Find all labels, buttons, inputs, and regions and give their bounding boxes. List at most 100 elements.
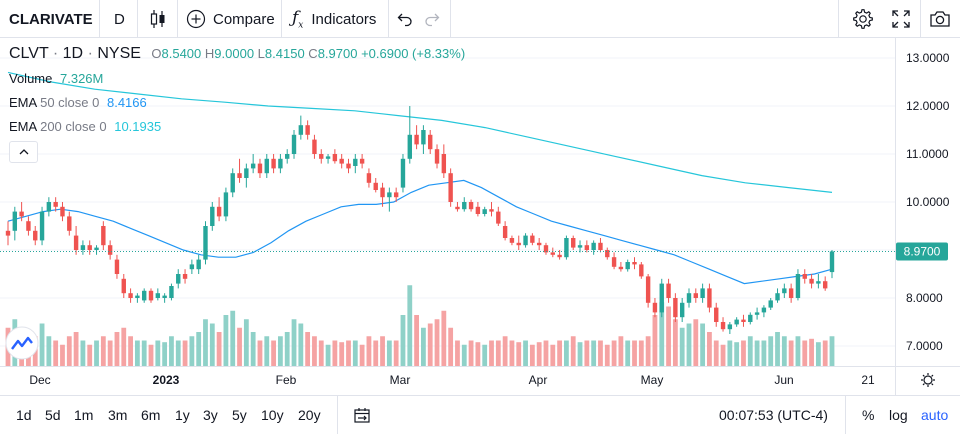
time-axis-settings-button[interactable]: [921, 373, 935, 387]
candle: [380, 182, 385, 207]
range-button-5d[interactable]: 5d: [45, 407, 61, 423]
candle: [298, 115, 304, 140]
candle: [53, 197, 58, 212]
candle: [441, 144, 447, 178]
candle-body: [625, 262, 630, 270]
legend-dot: ·: [87, 45, 93, 62]
candle-body: [250, 163, 256, 169]
range-button-20y[interactable]: 20y: [298, 407, 321, 423]
volume-bar: [114, 332, 120, 366]
chart-style-button[interactable]: [148, 0, 168, 38]
volume-bar: [482, 344, 488, 366]
calendar-range-icon: [354, 408, 370, 423]
volume-bar: [632, 340, 637, 366]
candle-body: [468, 202, 474, 210]
range-button-10y[interactable]: 10y: [261, 407, 284, 423]
candle: [700, 283, 705, 303]
auto-scale-button[interactable]: auto: [921, 396, 948, 434]
candle-body: [169, 286, 174, 298]
price-chart[interactable]: 13.0000 12.0000 11.0000 10.0000 9.0000 8.0000…: [0, 38, 960, 395]
candle-body: [353, 158, 358, 166]
collapse-legend-button[interactable]: [9, 141, 38, 163]
ema200-legend[interactable]: EMA 200 close 0 10.1935: [9, 119, 161, 134]
tradingview-logo-button[interactable]: [5, 326, 39, 360]
volume-bar: [570, 336, 576, 366]
candle: [176, 269, 181, 289]
go-to-date-button[interactable]: [353, 396, 371, 434]
candle-body: [639, 264, 644, 277]
compare-button[interactable]: Compare: [186, 0, 275, 38]
log-scale-button[interactable]: log: [889, 396, 908, 434]
range-button-3m[interactable]: 3m: [108, 407, 128, 423]
volume-bar: [39, 323, 45, 366]
candle-body: [359, 158, 365, 164]
timezone-clock[interactable]: 00:07:53 (UTC-4): [719, 396, 828, 434]
fullscreen-button[interactable]: [891, 0, 911, 38]
price-change-value: +0.6900 (+8.33%): [361, 46, 466, 61]
candle-body: [693, 293, 699, 298]
volume-bar: [489, 340, 494, 366]
volume-bar: [822, 340, 828, 366]
volume-bar: [727, 340, 733, 366]
candle: [652, 298, 658, 318]
candle: [353, 154, 358, 174]
sun-settings-icon: [923, 375, 933, 385]
price-tick-label: 13.0000: [906, 51, 950, 65]
candle: [169, 283, 174, 301]
candle: [244, 163, 249, 188]
candle-body: [148, 290, 154, 301]
volume-bar: [618, 336, 624, 366]
candle-body: [87, 245, 92, 250]
percent-scale-button[interactable]: %: [862, 396, 874, 434]
volume-bar: [46, 336, 52, 366]
volume-bar: [346, 340, 351, 366]
candle: [148, 288, 154, 303]
candle-body: [366, 173, 372, 183]
candle: [230, 168, 235, 198]
candles-icon: [150, 10, 165, 28]
volume-bar: [734, 342, 740, 366]
range-button-5y[interactable]: 5y: [232, 407, 247, 423]
clock-label: 00:07:53 (UTC-4): [719, 407, 828, 423]
indicators-button[interactable]: ƒx Indicators: [292, 0, 376, 38]
range-button-6m[interactable]: 6m: [141, 407, 161, 423]
candle-body: [128, 293, 133, 298]
interval-button[interactable]: D: [114, 0, 125, 38]
candle: [366, 168, 372, 188]
candle-body: [271, 158, 276, 169]
volume-bar: [73, 332, 79, 366]
candle: [33, 226, 38, 246]
candle: [141, 288, 147, 303]
volume-legend[interactable]: Volume 7.326M: [9, 71, 103, 86]
symbol-search-button[interactable]: CLARIVATE: [9, 0, 93, 38]
range-button-1d[interactable]: 1d: [16, 407, 32, 423]
ohlc-high-value: 9.0000: [214, 46, 255, 61]
settings-button[interactable]: [852, 0, 874, 38]
candle-body: [557, 254, 562, 258]
candle-body: [60, 206, 65, 217]
range-button-1m[interactable]: 1m: [74, 407, 94, 423]
fullscreen-icon: [892, 10, 910, 28]
ema50-legend[interactable]: EMA 50 close 0 8.4166: [9, 95, 147, 110]
candle: [516, 235, 521, 250]
price-tick-label: 11.0000: [906, 147, 949, 161]
volume-bar: [461, 344, 467, 366]
range-button-1y[interactable]: 1y: [175, 407, 190, 423]
undo-button[interactable]: [396, 0, 414, 38]
candle: [339, 154, 344, 169]
volume-bar: [455, 340, 460, 366]
candle-body: [822, 281, 828, 289]
legend-symbol: CLVT: [9, 45, 49, 62]
volume-bar: [645, 336, 651, 366]
volume-bar: [516, 342, 522, 366]
candle: [237, 158, 242, 183]
range-button-3y[interactable]: 3y: [203, 407, 218, 423]
redo-button[interactable]: [423, 0, 441, 38]
candle-body: [496, 211, 501, 224]
symbol-label: CLARIVATE: [9, 10, 93, 28]
candle: [400, 154, 406, 193]
candle: [611, 252, 617, 270]
snapshot-button[interactable]: [929, 0, 951, 38]
volume-bar: [250, 332, 256, 366]
gear-icon: [853, 9, 873, 29]
